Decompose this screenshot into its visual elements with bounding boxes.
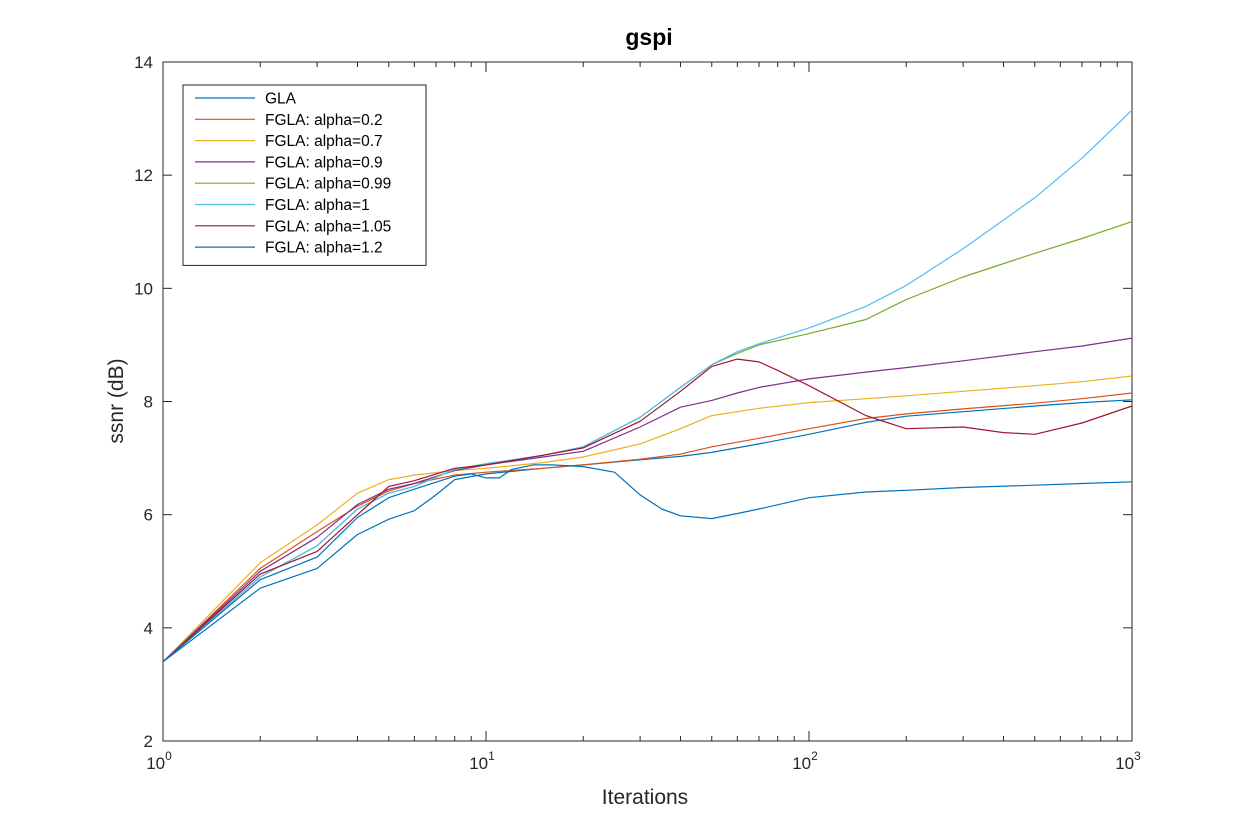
x-tick-label: 101 <box>469 749 495 773</box>
x-tick-label-base: 10 <box>469 754 488 773</box>
y-tick-label: 14 <box>134 53 153 72</box>
y-tick-label: 6 <box>144 506 153 525</box>
legend-label: FGLA: alpha=0.9 <box>265 154 383 171</box>
y-tick-label: 8 <box>144 393 153 412</box>
legend: GLA FGLA: alpha=0.2 FGLA: alpha=0.7 FGLA: a… <box>182 84 427 266</box>
series-line-3 <box>162 375 1133 663</box>
series-line-2 <box>162 392 1133 663</box>
y-tick-label: 12 <box>134 166 153 185</box>
x-tick-label-base: 10 <box>1115 754 1134 773</box>
legend-label: FGLA: alpha=1 <box>265 197 370 214</box>
legend-label: FGLA: alpha=1.2 <box>265 240 383 257</box>
x-tick-label: 100 <box>146 749 172 773</box>
series-layer <box>162 109 1133 663</box>
x-tick-label-base: 10 <box>146 754 165 773</box>
x-axis-label: Iterations <box>602 786 688 809</box>
legend-box <box>182 84 427 266</box>
y-tick-label: 4 <box>144 619 153 638</box>
legend-label: GLA <box>265 91 297 108</box>
x-tick-label-exp: 1 <box>488 749 495 763</box>
chart-title: gspi <box>625 24 672 50</box>
legend-label: FGLA: alpha=1.05 <box>265 218 391 235</box>
x-tick-label: 102 <box>792 749 818 773</box>
x-tick-label-base: 10 <box>792 754 811 773</box>
x-tick-label-exp: 3 <box>1134 749 1141 763</box>
series-line-7 <box>162 358 1133 663</box>
y-axis-label: ssnr (dB) <box>105 358 128 443</box>
series-line-4 <box>162 337 1133 663</box>
y-tick-label: 2 <box>144 732 153 751</box>
x-tick-label: 103 <box>1115 749 1141 773</box>
x-tick-label-exp: 2 <box>811 749 818 763</box>
legend-label: FGLA: alpha=0.2 <box>265 112 383 129</box>
series-line-8 <box>162 464 1133 663</box>
legend-label: FGLA: alpha=0.99 <box>265 176 391 193</box>
y-tick-label: 10 <box>134 279 153 298</box>
legend-label: FGLA: alpha=0.7 <box>265 133 383 150</box>
x-tick-label-exp: 0 <box>165 749 172 763</box>
